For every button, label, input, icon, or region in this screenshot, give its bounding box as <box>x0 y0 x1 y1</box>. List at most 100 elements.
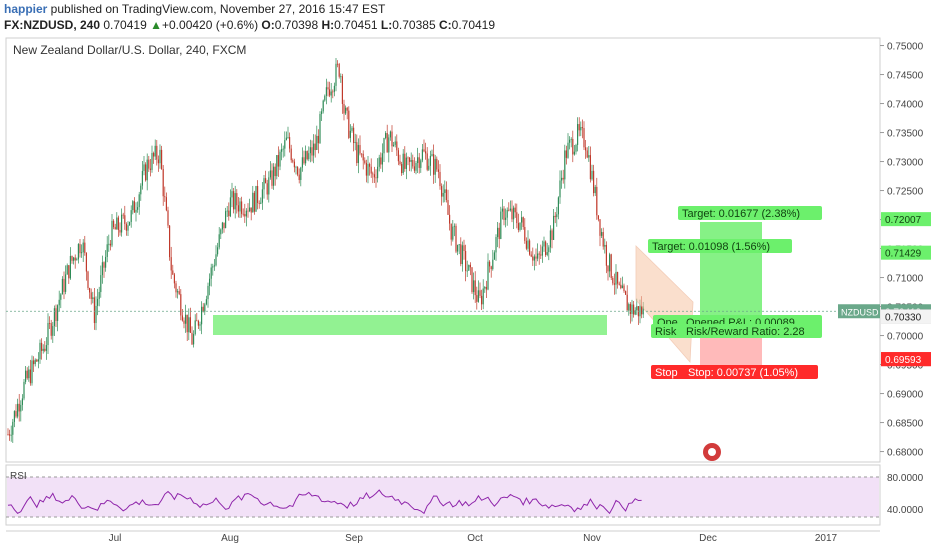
candle-body <box>237 205 239 212</box>
candle-body <box>141 170 143 186</box>
y-tick-label: 0.69000 <box>887 390 924 401</box>
candle-body <box>436 158 438 170</box>
candle-body <box>533 256 535 261</box>
candle-body <box>60 294 62 300</box>
candle-body <box>130 210 132 222</box>
candle-body <box>466 270 468 272</box>
candle-body <box>306 151 308 160</box>
symbol-tag: NZDUSD <box>841 307 879 317</box>
price-label-bg <box>881 352 931 367</box>
candle-body <box>289 137 291 149</box>
candle-body <box>81 252 83 254</box>
candle-body <box>293 161 295 168</box>
candle-body <box>146 159 148 181</box>
candle-body <box>561 177 563 181</box>
price-label: 0.71429 <box>885 249 922 260</box>
candle-body <box>469 264 471 268</box>
candle-body <box>308 153 310 160</box>
rsi-tick-label: 40.0000 <box>887 505 924 516</box>
candle-body <box>474 280 476 296</box>
candle-body <box>501 208 503 212</box>
publish-line: happier published on TradingView.com, No… <box>4 1 385 17</box>
candle-body <box>596 186 598 216</box>
candle-body <box>265 178 267 184</box>
risk-clip-label: Risk <box>655 326 677 338</box>
candle-body <box>340 76 342 78</box>
candle-body <box>402 153 404 174</box>
candle-body <box>493 252 495 260</box>
candle-body <box>17 403 19 417</box>
candle-body <box>461 245 463 265</box>
candle-body <box>154 145 156 157</box>
candle-body <box>159 149 161 164</box>
candle-body <box>324 95 326 101</box>
candle-body <box>425 151 427 154</box>
candle-body <box>137 207 139 210</box>
candle-body <box>412 160 414 167</box>
low-value: 0.70385 <box>392 18 436 32</box>
candle-body <box>373 174 375 178</box>
candle-body <box>620 284 622 289</box>
candle-body <box>71 255 73 261</box>
candle-body <box>365 162 367 176</box>
candle-body <box>441 186 443 197</box>
risk-reward-label-bg <box>682 324 822 338</box>
candle-body <box>228 210 230 217</box>
candle-body <box>421 149 423 161</box>
high-value: 0.70451 <box>334 18 378 32</box>
candle-body <box>410 160 412 162</box>
candle-body <box>20 404 22 412</box>
candle-body <box>439 171 441 187</box>
candle-body <box>498 227 500 239</box>
candle-body <box>15 411 17 417</box>
candle-body <box>485 286 487 290</box>
candle-body <box>49 322 51 324</box>
candle-body <box>282 148 284 150</box>
candle-body <box>186 314 188 333</box>
candle-body <box>559 180 561 198</box>
candle-body <box>266 183 268 195</box>
candle-body <box>369 164 371 167</box>
candle-body <box>197 320 199 326</box>
candle-body <box>332 91 334 93</box>
candle-body <box>129 221 131 226</box>
author-link[interactable]: happier <box>4 2 48 16</box>
candle-body <box>156 145 158 160</box>
candle-body <box>292 160 294 162</box>
candle-body <box>250 207 252 213</box>
stop-zone <box>700 337 762 365</box>
candle-body <box>69 255 71 279</box>
candle-body <box>290 148 292 161</box>
candle-body <box>447 200 449 215</box>
candle-body <box>145 164 147 181</box>
candle-body <box>625 291 627 295</box>
candle-body <box>567 142 569 158</box>
candle-body <box>367 164 369 176</box>
candle-body <box>239 201 241 212</box>
candle-body <box>124 215 126 224</box>
candle-body <box>361 153 363 155</box>
candle-body <box>165 197 167 211</box>
candle-body <box>34 359 36 365</box>
high-label: H: <box>321 18 335 32</box>
candle-body <box>309 147 311 154</box>
target-far-label-bg <box>678 206 822 220</box>
candle-body <box>223 222 225 229</box>
candle-body <box>357 145 359 164</box>
candle-body <box>95 305 97 324</box>
candle-body <box>257 185 259 203</box>
rsi-tick-label: 80.0000 <box>887 473 924 484</box>
candle-body <box>573 151 575 155</box>
candle-body <box>642 306 644 315</box>
chart-title: New Zealand Dollar/U.S. Dollar, 240, FXC… <box>13 43 247 57</box>
candle-body <box>169 225 171 258</box>
candle-body <box>591 170 593 180</box>
candle-body <box>530 254 532 257</box>
candle-body <box>386 133 388 153</box>
candle-body <box>353 127 355 144</box>
candle-body <box>508 209 510 211</box>
candle-body <box>481 295 483 305</box>
candle-body <box>58 299 60 306</box>
candle-body <box>125 223 127 231</box>
